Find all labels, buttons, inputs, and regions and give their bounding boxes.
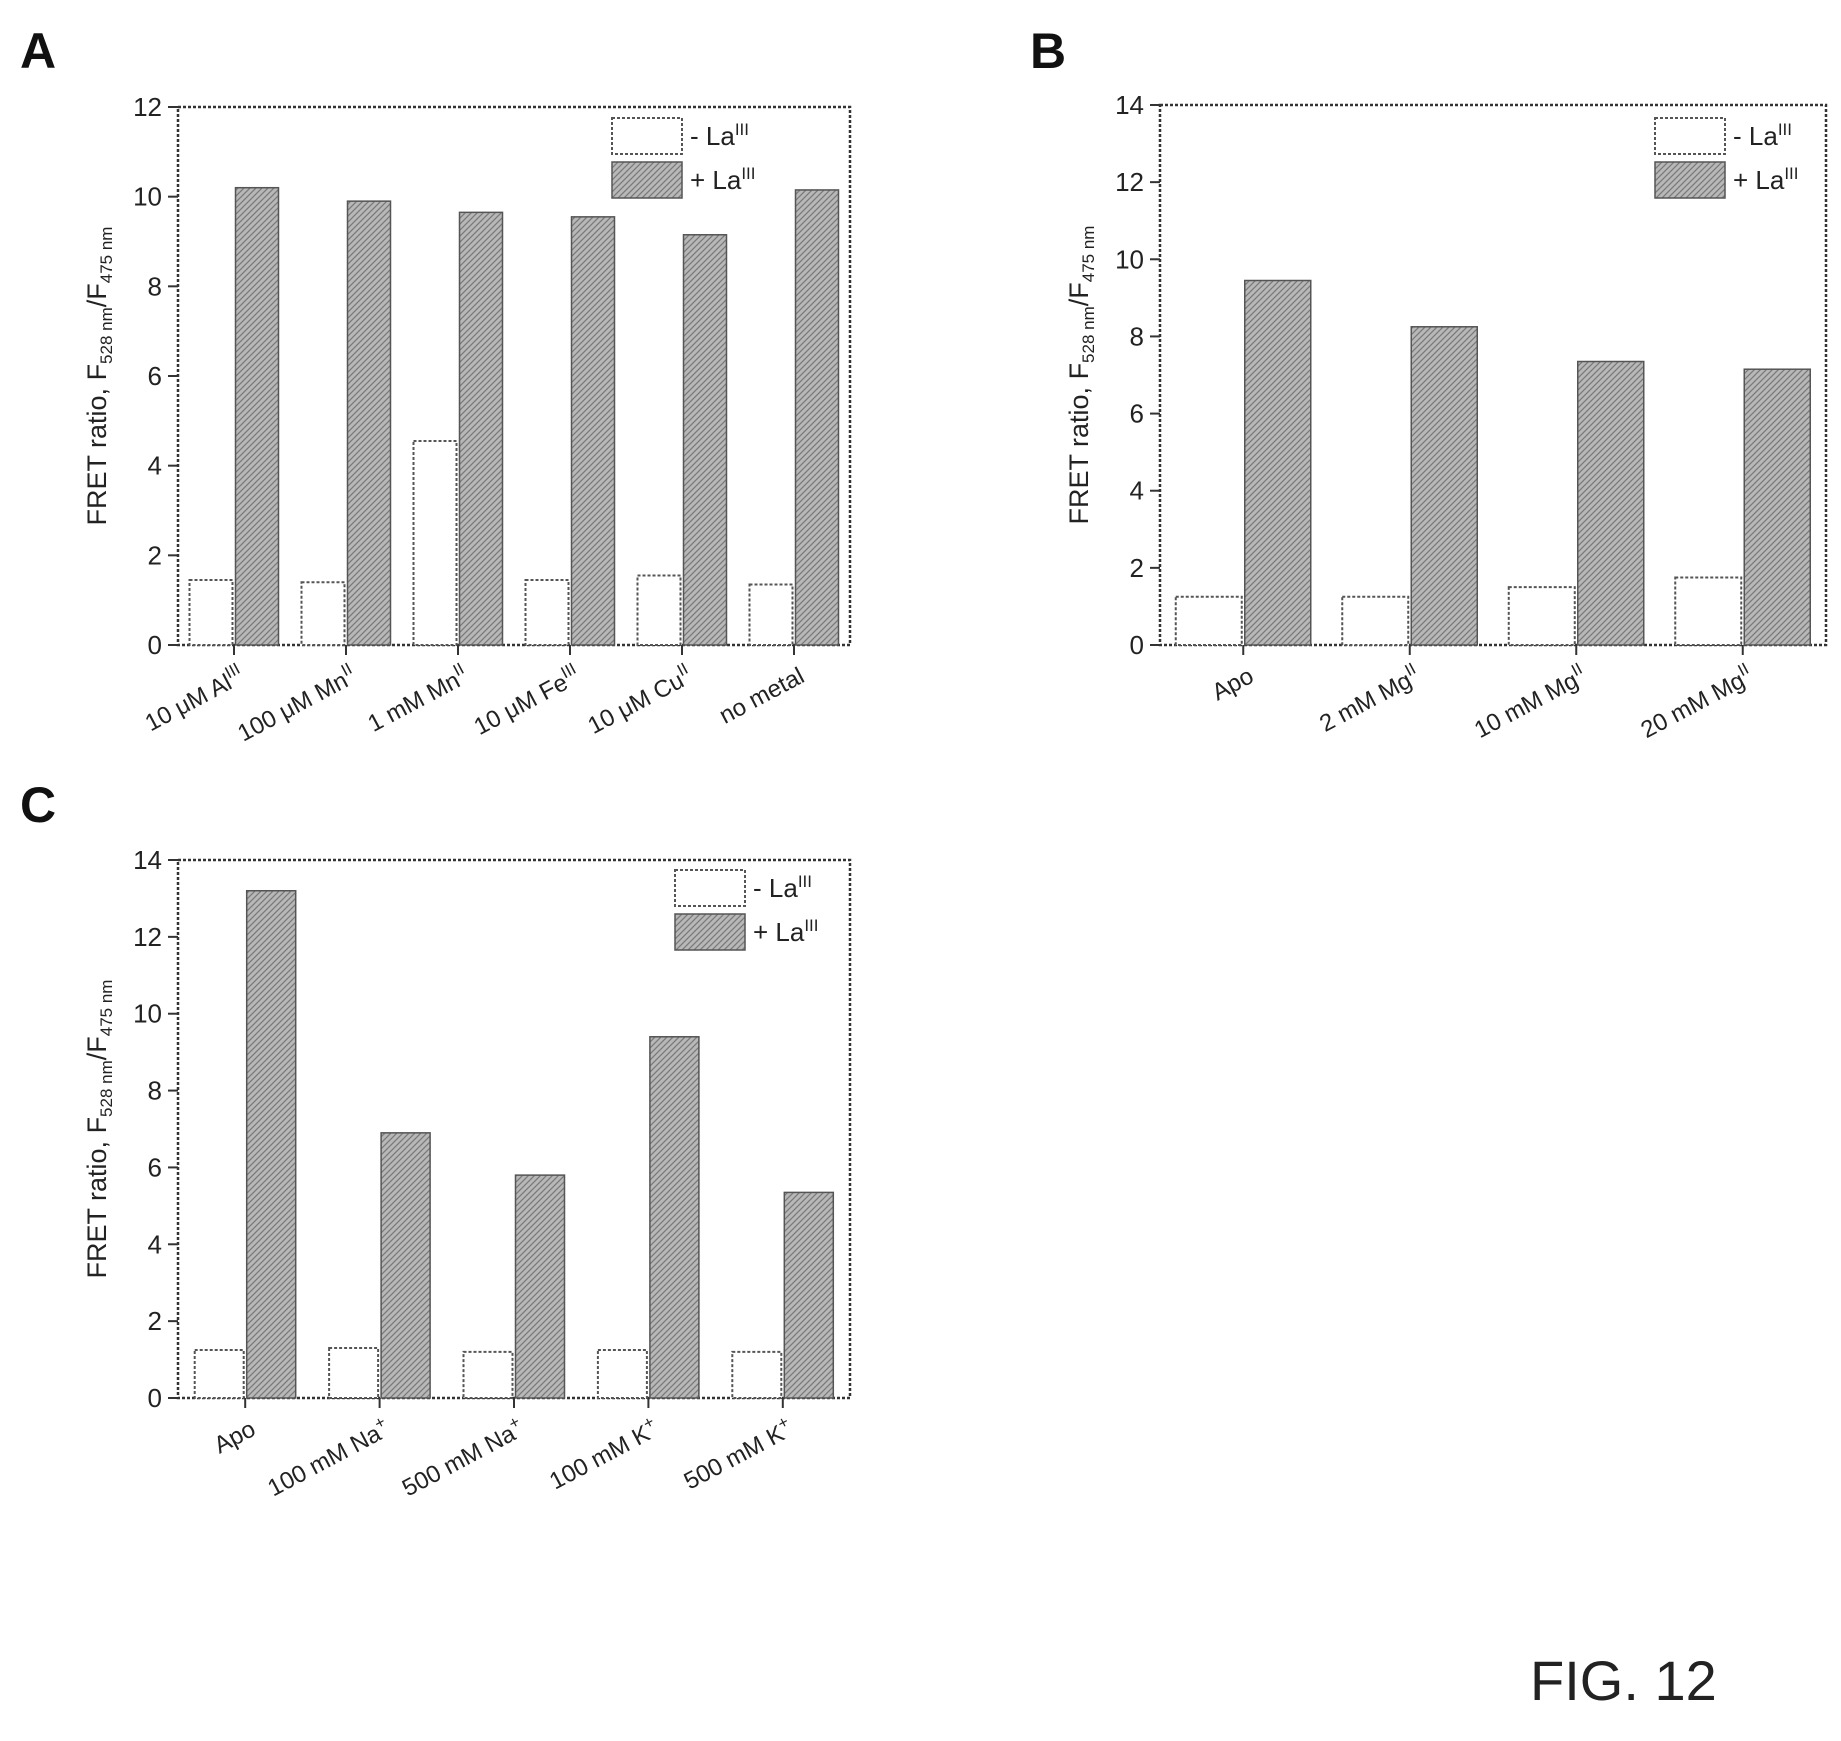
bar-minus-la [524, 578, 570, 646]
x-category-label: 500 mM K+ [678, 1412, 798, 1495]
bar-minus-la [328, 1347, 380, 1399]
bar-plus-la [794, 189, 840, 646]
panel-letter: B [1030, 23, 1066, 79]
bar-minus-la [1674, 576, 1743, 646]
x-category-label: 2 mM MgII [1313, 659, 1424, 738]
legend-swatch-plus [674, 913, 746, 951]
bar-plus-la [1743, 368, 1811, 646]
x-category-label: 500 mM Na+ [396, 1412, 529, 1502]
y-tick-label: 10 [1115, 244, 1144, 274]
legend-swatch-minus [674, 869, 746, 907]
figure-label: FIG. 12 [1530, 1649, 1717, 1712]
y-tick-label: 4 [148, 451, 162, 481]
legend-swatch-plus [1654, 161, 1726, 199]
y-tick-label: 4 [1130, 476, 1144, 506]
y-tick-label: 8 [1130, 321, 1144, 351]
y-tick-label: 12 [133, 922, 162, 952]
legend-label: - LaIII [690, 120, 749, 151]
chart-panel-a: A 0 2 4 6 8 10 12 FRET ratio, F528 nm/F475 nm 10 … [20, 23, 852, 747]
bar-minus-la [412, 440, 458, 646]
legend-swatch-plus [611, 161, 683, 199]
x-category-label: Apo [1208, 662, 1258, 706]
y-tick-label: 6 [148, 1152, 162, 1182]
chart-panel-b: B 0 2 4 6 8 10 12 14 FRET ratio, F528 nm/F475 nm A… [1030, 23, 1828, 744]
y-tick-label: 14 [133, 845, 162, 875]
x-category-label: 10 mM MgII [1468, 659, 1591, 744]
bar-minus-la [731, 1350, 783, 1400]
bar-plus-la [245, 889, 297, 1399]
bar-minus-la [1507, 586, 1576, 647]
y-tick-label: 10 [133, 182, 162, 212]
legend: - LaIII + LaIII [611, 117, 756, 199]
y-axis-label: FRET ratio, F528 nm/F475 nm [1064, 226, 1098, 525]
legend-label: - LaIII [753, 872, 812, 903]
bar-minus-la [1341, 595, 1410, 646]
plot-frame [1158, 103, 1828, 647]
legend-label: + LaIII [690, 164, 756, 195]
bar-minus-la [462, 1350, 514, 1400]
x-category-label: 1 mM MnII [362, 659, 473, 738]
bar-minus-la [193, 1348, 245, 1399]
bar-plus-la [380, 1132, 431, 1399]
x-category-label: 100 mM Na+ [262, 1412, 395, 1502]
x-category-label: 20 mM MgII [1635, 659, 1758, 744]
y-tick-label: 0 [1130, 630, 1144, 660]
bar-minus-la [596, 1348, 648, 1399]
bar-plus-la [649, 1036, 700, 1399]
bar-plus-la [783, 1191, 835, 1399]
y-tick-label: 6 [1130, 399, 1144, 429]
bar-plus-la [346, 200, 392, 646]
x-category-label: 100 mM K+ [543, 1412, 663, 1495]
bar-plus-la [1577, 360, 1645, 646]
bar-plus-la [514, 1174, 566, 1399]
x-category-label: 10 μM CuII [582, 659, 697, 740]
y-tick-label: 0 [148, 1383, 162, 1413]
y-tick-label: 8 [148, 1076, 162, 1106]
legend-swatch-minus [611, 117, 683, 155]
y-tick-label: 6 [148, 361, 162, 391]
bar-plus-la [1244, 279, 1312, 646]
y-axis-label: FRET ratio, F528 nm/F475 nm [82, 227, 116, 526]
x-category-label: 100 μM MnII [231, 659, 360, 747]
panel-letter: A [20, 23, 56, 79]
y-tick-label: 12 [133, 92, 162, 122]
legend-label: + LaIII [753, 916, 819, 947]
chart-panel-c: C 0 2 4 6 8 10 12 14 FRET ratio, F528 nm/F475 nm A… [20, 777, 852, 1502]
panel-letter: C [20, 777, 56, 833]
bar-plus-la [682, 234, 728, 646]
bar-minus-la [300, 581, 346, 647]
x-category-label: 10 μM AlIII [139, 659, 249, 737]
y-axis-label: FRET ratio, F528 nm/F475 nm [82, 980, 116, 1279]
legend: - LaIII + LaIII [674, 869, 819, 951]
bar-plus-la [234, 186, 280, 646]
legend: - LaIII + LaIII [1654, 117, 1799, 199]
bar-plus-la [1410, 326, 1478, 646]
y-tick-label: 8 [148, 271, 162, 301]
y-tick-label: 14 [1115, 90, 1144, 120]
y-tick-label: 2 [148, 1306, 162, 1336]
y-tick-label: 0 [148, 630, 162, 660]
legend-label: - LaIII [1733, 120, 1792, 151]
y-tick-label: 4 [148, 1229, 162, 1259]
bar-plus-la [570, 216, 616, 646]
legend-label: + LaIII [1733, 164, 1799, 195]
chart-panels: A 0 2 4 6 8 10 12 FRET ratio, F528 nm/F475 nm 10 … [20, 23, 1828, 1502]
x-category-label: 10 μM FeIII [468, 659, 585, 741]
y-tick-label: 12 [1115, 167, 1144, 197]
x-category-label: Apo [210, 1415, 260, 1459]
bar-minus-la [188, 578, 234, 646]
bar-plus-la [458, 211, 504, 646]
legend-swatch-minus [1654, 117, 1726, 155]
y-tick-label: 2 [1130, 553, 1144, 583]
y-tick-label: 10 [133, 999, 162, 1029]
x-category-label: no metal [715, 662, 809, 729]
bar-minus-la [636, 574, 682, 647]
bar-minus-la [748, 583, 794, 646]
bar-minus-la [1174, 595, 1243, 646]
y-tick-label: 2 [148, 540, 162, 570]
